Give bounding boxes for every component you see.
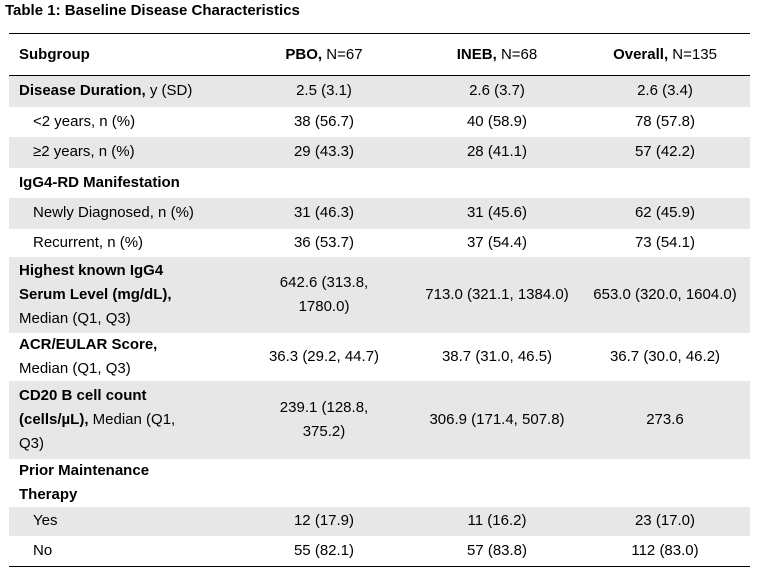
cell-overall: 273.6 [580, 380, 750, 459]
cell-pbo: 12 (17.9) [234, 506, 414, 536]
cell-ineb: 38.7 (31.0, 46.5) [441, 347, 553, 365]
cell-overall: 62 (45.9) [580, 197, 750, 229]
header-ineb: INEB, N=68 [456, 46, 538, 63]
header-row: Subgroup PBO, N=67 INEB, N=68 Overall, N… [9, 33, 750, 76]
table-row: Disease Duration, y (SD) 2.5 (3.1) 2.6 (… [9, 75, 750, 107]
row-label: Highest known IgG4 Serum Level (mg/dL), Me… [9, 256, 234, 333]
cell-overall: 2.6 (3.4) [580, 75, 750, 107]
cell-pbo: 642.6 (313.8, 1780.0) [234, 256, 414, 333]
row-label: <2 years, n (%) [33, 112, 136, 130]
cell-overall: 36.7 (30.0, 46.2) [609, 347, 721, 365]
row-label: Yes [9, 506, 234, 536]
cell-pbo: 29 (43.3) [234, 136, 414, 168]
row-label: IgG4-RD Manifestation [19, 173, 180, 191]
cell-ineb: 11 (16.2) [414, 506, 580, 536]
row-label: Recurrent, n (%) [33, 233, 144, 251]
cell-pbo: 31 (46.3) [234, 197, 414, 229]
header-pbo: PBO, N=67 [285, 46, 363, 63]
table-row: IgG4-RD Manifestation [9, 168, 750, 198]
table-row: Newly Diagnosed, n (%) 31 (46.3) 31 (45.… [9, 197, 750, 229]
cell-ineb: 31 (45.6) [414, 197, 580, 229]
cell-ineb: 2.6 (3.7) [414, 75, 580, 107]
cell-overall: 112 (83.0) [631, 541, 699, 559]
cell-ineb: 713.0 (321.1, 1384.0) [414, 256, 580, 333]
table-row: Highest known IgG4 Serum Level (mg/dL), Me… [9, 256, 750, 333]
baseline-characteristics-table: Subgroup PBO, N=67 INEB, N=68 Overall, N… [9, 33, 750, 567]
cell-ineb: 40 (58.9) [466, 112, 528, 130]
table-row: Recurrent, n (%) 36 (53.7) 37 (54.4) 73 … [9, 229, 750, 257]
cell-ineb: 28 (41.1) [414, 136, 580, 168]
table-caption: Table 1: Baseline Disease Characteristic… [5, 2, 300, 19]
header-overall: Overall, N=135 [613, 46, 717, 63]
row-label: Newly Diagnosed, n (%) [9, 197, 234, 229]
row-label: ACR/EULAR Score, Median (Q1, Q3) [19, 335, 158, 377]
row-label: No [33, 541, 53, 559]
table-row: ACR/EULAR Score, Median (Q1, Q3) 36.3 (29… [9, 333, 750, 381]
table-row: ≥2 years, n (%) 29 (43.3) 28 (41.1) 57 (… [9, 136, 750, 168]
cell-pbo: 239.1 (128.8, 375.2) [234, 380, 414, 459]
row-label: Prior Maintenance Therapy [19, 461, 150, 503]
cell-overall: 73 (54.1) [634, 233, 696, 251]
table-row: <2 years, n (%) 38 (56.7) 40 (58.9) 78 (… [9, 107, 750, 137]
cell-pbo: 2.5 (3.1) [234, 75, 414, 107]
row-label: CD20 B cell count (cells/µL), Median (Q1,… [9, 380, 234, 459]
cell-pbo: 55 (82.1) [293, 541, 355, 559]
cell-overall: 23 (17.0) [580, 506, 750, 536]
cell-ineb: 57 (83.8) [466, 541, 528, 559]
row-label: Disease Duration, y (SD) [9, 75, 234, 107]
table-row: Prior Maintenance Therapy [9, 459, 750, 507]
row-label: ≥2 years, n (%) [9, 136, 234, 168]
table-row: Yes 12 (17.9) 11 (16.2) 23 (17.0) [9, 506, 750, 536]
cell-ineb: 306.9 (171.4, 507.8) [414, 380, 580, 459]
cell-ineb: 37 (54.4) [466, 233, 528, 251]
cell-pbo: 36 (53.7) [293, 233, 355, 251]
header-subgroup: Subgroup [19, 46, 90, 63]
table-row: No 55 (82.1) 57 (83.8) 112 (83.0) [9, 536, 750, 567]
cell-pbo: 38 (56.7) [293, 112, 355, 130]
cell-overall: 57 (42.2) [580, 136, 750, 168]
cell-pbo: 36.3 (29.2, 44.7) [268, 347, 380, 365]
table-row: CD20 B cell count (cells/µL), Median (Q1,… [9, 380, 750, 459]
cell-overall: 653.0 (320.0, 1604.0) [580, 256, 750, 333]
cell-overall: 78 (57.8) [634, 112, 696, 130]
